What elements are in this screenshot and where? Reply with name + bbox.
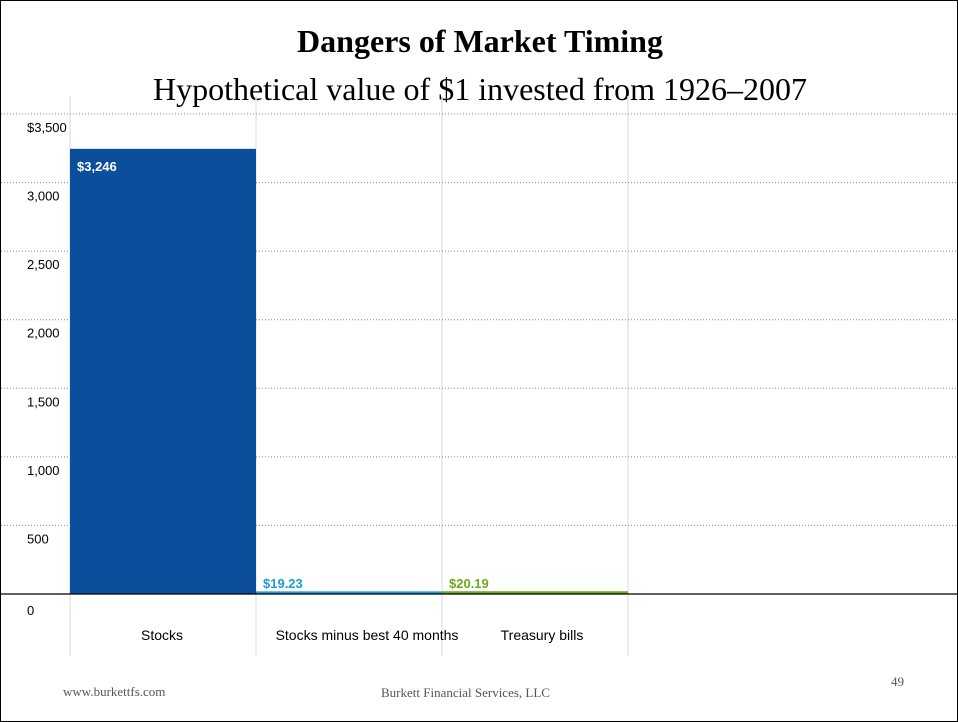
x-category-label: Treasury bills: [501, 627, 584, 643]
page-number: 49: [891, 674, 904, 689]
y-tick-label: $3,500: [27, 120, 67, 135]
y-tick-label: 3,000: [27, 189, 60, 204]
footer-website: www.burkettfs.com: [63, 684, 166, 699]
chart-subtitle: Hypothetical value of $1 invested from 1…: [152, 71, 808, 107]
data-label-2: $19.23: [263, 576, 303, 591]
y-tick-label: 0: [27, 603, 34, 618]
bar-3: [442, 591, 628, 594]
y-tick-label: 2,000: [27, 326, 60, 341]
y-tick-label: 2,500: [27, 257, 60, 272]
y-tick-label: 500: [27, 531, 49, 546]
y-tick-label: 1,500: [27, 394, 60, 409]
x-category-label: Stocks: [141, 627, 183, 643]
data-label-1: $3,246: [77, 159, 117, 174]
chart-title: Dangers of Market Timing: [297, 23, 663, 59]
bar-1: [70, 148, 256, 594]
y-tick-label: 1,000: [27, 463, 60, 478]
data-label-3: $20.19: [449, 576, 489, 591]
bar-2: [256, 591, 442, 594]
x-category-label: Stocks minus best 40 months: [276, 627, 459, 643]
footer-company: Burkett Financial Services, LLC: [381, 685, 550, 700]
